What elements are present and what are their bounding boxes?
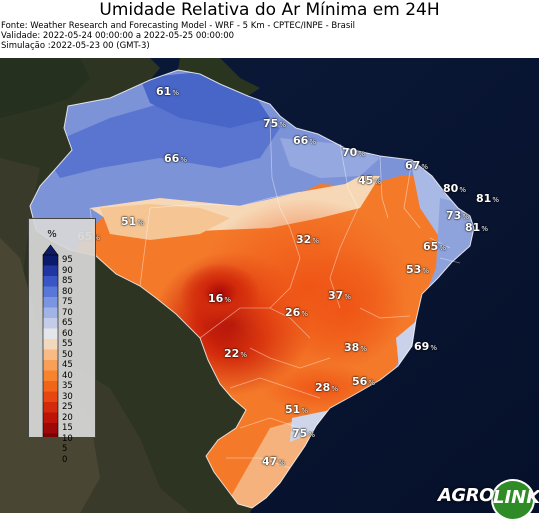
colorbar-tick-label: 75 <box>62 297 73 307</box>
colorbar <box>42 244 59 437</box>
colorbar-segment <box>43 328 58 340</box>
humidity-label: 16% <box>208 292 231 305</box>
colorbar-tick-label: 5 <box>62 444 68 454</box>
humidity-label: 69% <box>414 340 437 353</box>
humidity-label: 73% <box>446 209 469 222</box>
colorbar-tick-label: 55 <box>62 339 73 349</box>
colorbar-tick-label: 45 <box>62 360 73 370</box>
humidity-label: 61% <box>156 85 179 98</box>
map-title: Umidade Relativa do Ar Mínima em 24H <box>99 0 440 20</box>
colorbar-segment <box>43 433 58 437</box>
colorbar-tick-label: 15 <box>62 423 73 433</box>
humidity-label: 75% <box>263 117 286 130</box>
colorbar-segment <box>43 286 58 298</box>
source-text: Fonte: Weather Research and Forecasting … <box>1 21 356 31</box>
humidity-label: 67% <box>405 159 428 172</box>
colorbar-segment <box>43 381 58 392</box>
colorbar-segment <box>43 423 58 434</box>
colorbar-tick-label: 20 <box>62 412 73 423</box>
colorbar-frame <box>42 254 59 437</box>
validity-text: Validade: 2022-05-24 00:00:00 a 2022-05-… <box>1 31 235 41</box>
colorbar-tick-label: 60 <box>62 328 73 339</box>
colorbar-segment <box>43 255 58 266</box>
humidity-label: 66% <box>293 134 316 147</box>
colorbar-segment <box>43 339 58 350</box>
colorbar-segment <box>43 360 58 371</box>
colorbar-tick-label: 90 <box>62 265 73 276</box>
humidity-label: 53% <box>406 263 429 276</box>
colorbar-segment <box>43 318 58 329</box>
humidity-label: 28% <box>315 381 338 394</box>
humidity-label: 65% <box>423 240 446 253</box>
header: Umidade Relativa do Ar Mínima em 24H Fon… <box>0 0 539 58</box>
colorbar-tick-label: 10 <box>62 433 73 444</box>
colorbar-top-arrow <box>42 244 59 256</box>
colorbar-segment <box>43 265 58 277</box>
humidity-label: 45% <box>358 174 381 187</box>
colorbar-tick-label: 30 <box>62 391 73 402</box>
colorbar-segment <box>43 307 58 319</box>
colorbar-segment <box>43 402 58 413</box>
humidity-label: 81% <box>465 221 488 234</box>
humidity-label: 81% <box>476 192 499 205</box>
colorbar-tick-label: 25 <box>62 402 73 412</box>
colorbar-tick-label: 85 <box>62 276 73 286</box>
colorbar-segment <box>43 370 58 382</box>
humidity-label: 37% <box>328 289 351 302</box>
colorbar-segment <box>43 276 58 287</box>
humidity-label: 26% <box>285 306 308 319</box>
colorbar-tick-label: 50 <box>62 349 73 360</box>
colorbar-segment <box>43 412 58 424</box>
legend-unit: % <box>47 229 57 240</box>
colorbar-segment <box>43 297 58 308</box>
humidity-label: 70% <box>342 146 365 159</box>
colorbar-tick-label: 65 <box>62 318 73 328</box>
colorbar-tick-label: 0 <box>62 454 68 465</box>
humidity-label: 51% <box>121 215 144 228</box>
humidity-label: 51% <box>285 403 308 416</box>
humidity-label: 47% <box>262 455 285 468</box>
agrolink-logo: AGRO LINK <box>437 478 539 521</box>
colorbar-legend: % 95 90 85 80 75 70 65 60 55 50 45 40 35 30 25 20 15 10 5 0 <box>28 218 96 464</box>
humidity-label: 56% <box>352 375 375 388</box>
humidity-label: 75% <box>292 427 315 440</box>
humidity-label: 22% <box>224 347 247 360</box>
colorbar-tick-label: 70 <box>62 307 73 318</box>
simulation-text: Simulação :2022-05-23 00 (GMT-3) <box>1 41 150 51</box>
humidity-label: 38% <box>344 341 367 354</box>
colorbar-tick-label: 40 <box>62 370 73 381</box>
colorbar-tick-label: 80 <box>62 286 73 297</box>
logo-text-link: LINK <box>493 487 539 508</box>
colorbar-tick-label: 95 <box>62 255 73 265</box>
logo-text-agro: AGRO <box>438 485 494 506</box>
colorbar-segment <box>43 391 58 403</box>
humidity-label: 80% <box>443 182 466 195</box>
colorbar-segment <box>43 349 58 361</box>
colorbar-tick-label: 35 <box>62 381 73 391</box>
humidity-label: 66% <box>164 152 187 165</box>
humidity-label: 32% <box>296 233 319 246</box>
